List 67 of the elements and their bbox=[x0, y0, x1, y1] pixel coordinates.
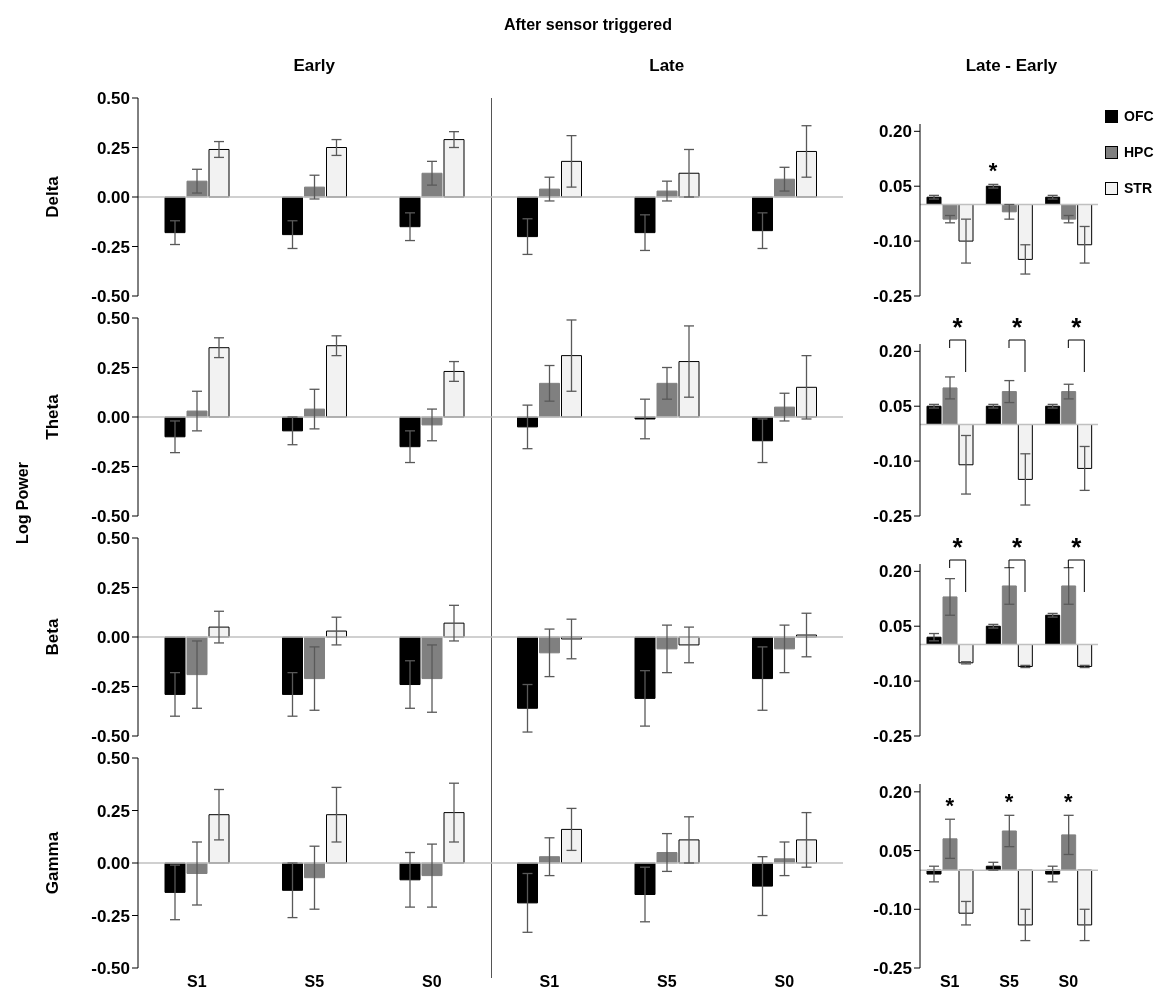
y-tick-label: 0.00 bbox=[96, 188, 130, 208]
text: * bbox=[1071, 312, 1083, 342]
text: * bbox=[952, 532, 964, 562]
y-tick-label: 0.25 bbox=[96, 138, 130, 158]
y-tick-label: 0.50 bbox=[96, 309, 130, 329]
text: After sensor triggered bbox=[502, 16, 673, 34]
legend-label: OFC bbox=[1124, 108, 1154, 124]
y-tick-label: -0.25 bbox=[91, 237, 130, 257]
y-tick-label: 0.00 bbox=[96, 854, 130, 874]
y-tick-label: -0.25 bbox=[91, 906, 130, 926]
y-tick-label: -0.25 bbox=[873, 287, 912, 307]
y-axis-title: Beta bbox=[43, 618, 63, 656]
x-tick-label: S0 bbox=[421, 973, 442, 991]
text: * bbox=[952, 312, 964, 342]
y-tick-label: 0.05 bbox=[878, 841, 912, 861]
annotation: * bbox=[1064, 789, 1074, 815]
chart-title: Late - Early bbox=[964, 56, 1059, 76]
y-tick-label: 0.00 bbox=[96, 408, 130, 428]
x-tick-label: S5 bbox=[656, 973, 677, 991]
x-tick-label: S0 bbox=[1058, 973, 1079, 991]
x-tick-label: S0 bbox=[774, 973, 795, 991]
text: * bbox=[1011, 532, 1023, 562]
y-tick-label: 0.25 bbox=[96, 578, 130, 598]
y-tick-label: 0.25 bbox=[96, 358, 130, 378]
y-tick-label: -0.25 bbox=[873, 727, 912, 747]
y-tick-label: -0.25 bbox=[873, 959, 912, 979]
annotation: * bbox=[988, 158, 998, 184]
text: Early bbox=[292, 56, 337, 76]
y-tick-label: 0.50 bbox=[96, 529, 130, 549]
text: * bbox=[1011, 312, 1023, 342]
y-axis-title: Gamma bbox=[43, 831, 63, 895]
annotation: * bbox=[945, 793, 955, 819]
text: Log Power bbox=[14, 462, 32, 544]
y-tick-label: -0.10 bbox=[873, 452, 912, 472]
y-tick-label: -0.50 bbox=[91, 959, 130, 979]
x-tick-label: S1 bbox=[939, 973, 960, 991]
y-tick-label: -0.50 bbox=[91, 727, 130, 747]
y-tick-label: -0.10 bbox=[873, 232, 912, 252]
y-tick-label: 0.50 bbox=[96, 89, 130, 109]
text: * bbox=[1071, 532, 1083, 562]
y-tick-label: -0.10 bbox=[873, 672, 912, 692]
x-tick-label: S5 bbox=[304, 973, 325, 991]
legend-label: HPC bbox=[1124, 144, 1154, 160]
y-tick-label: 0.20 bbox=[878, 342, 912, 362]
y-tick-label: -0.50 bbox=[91, 287, 130, 307]
y-tick-label: -0.25 bbox=[91, 457, 130, 477]
y-tick-label: 0.05 bbox=[878, 617, 912, 637]
annotation: * bbox=[1004, 789, 1014, 815]
y-tick-label: -0.10 bbox=[873, 900, 912, 920]
y-tick-label: 0.05 bbox=[878, 397, 912, 417]
y-tick-label: 0.05 bbox=[878, 177, 912, 197]
y-tick-label: 0.20 bbox=[878, 782, 912, 802]
y-tick-label: -0.25 bbox=[91, 677, 130, 697]
y-tick-label: 0.00 bbox=[96, 628, 130, 648]
x-tick-label: S5 bbox=[999, 973, 1019, 991]
y-tick-label: -0.25 bbox=[873, 507, 912, 527]
y-tick-label: -0.50 bbox=[91, 507, 130, 527]
y-tick-label: 0.20 bbox=[878, 562, 912, 582]
x-tick-label: S1 bbox=[186, 973, 207, 991]
y-tick-label: 0.20 bbox=[878, 122, 912, 142]
y-tick-label: 0.25 bbox=[96, 801, 130, 821]
y-axis-title: Delta bbox=[43, 175, 63, 218]
y-axis-title: Theta bbox=[43, 393, 63, 440]
legend-label: STR bbox=[1124, 180, 1152, 196]
y-tick-label: 0.50 bbox=[96, 749, 130, 769]
x-tick-label: S1 bbox=[539, 973, 560, 991]
text: Late bbox=[648, 56, 686, 76]
